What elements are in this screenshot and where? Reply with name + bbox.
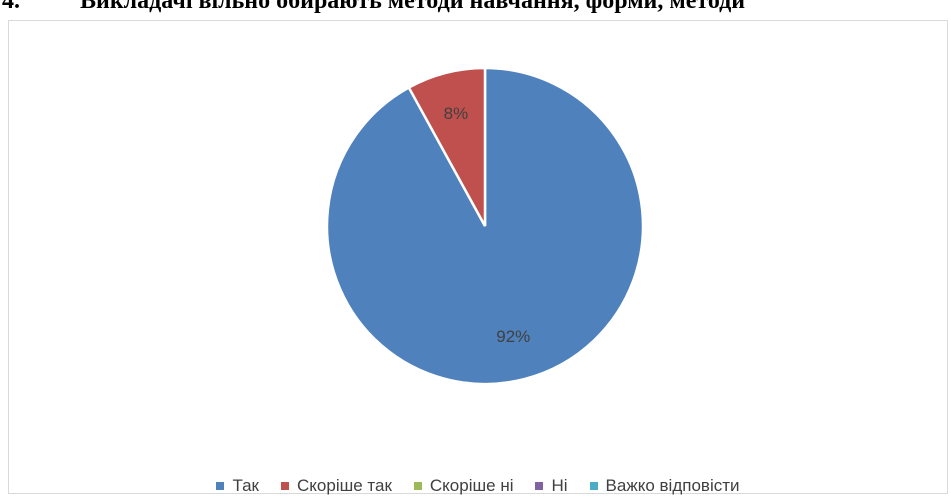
legend-item-4: Ні: [535, 476, 568, 496]
pie-chart: 92% 8%: [325, 66, 645, 386]
legend-label: Ні: [551, 476, 568, 495]
legend-item-5: Важко відповісти: [589, 476, 740, 496]
legend-label: Так: [232, 476, 259, 495]
legend-swatch: [535, 482, 544, 490]
data-label-1: 92%: [496, 327, 530, 346]
document-heading: 4. Викладачі вільно обирають методи навч…: [0, 0, 951, 18]
legend-item-1: Так: [216, 476, 259, 496]
legend-label: Скоріше ні: [429, 476, 514, 495]
legend-swatch: [216, 482, 225, 490]
legend-item-2: Скоріше так: [281, 476, 392, 496]
legend-swatch: [589, 482, 598, 490]
heading-number: 4.: [2, 0, 20, 14]
legend-swatch: [413, 482, 422, 490]
data-label-2: 8%: [444, 104, 469, 123]
legend-label: Скоріше так: [297, 476, 392, 495]
chart-legend: Так Скоріше так Скоріше ні Ні Важко відповіс…: [9, 476, 947, 496]
legend-swatch: [281, 482, 289, 490]
heading-text: Викладачі вільно обирають методи навчанн…: [80, 0, 746, 14]
legend-label: Важко відповісти: [605, 476, 740, 495]
pie-slice-2: [407, 66, 487, 227]
legend-item-3: Скоріше ні: [413, 476, 514, 496]
chart-area: 92% 8% Так Скоріше так Скоріше ні Ні Важко ві…: [8, 20, 948, 496]
